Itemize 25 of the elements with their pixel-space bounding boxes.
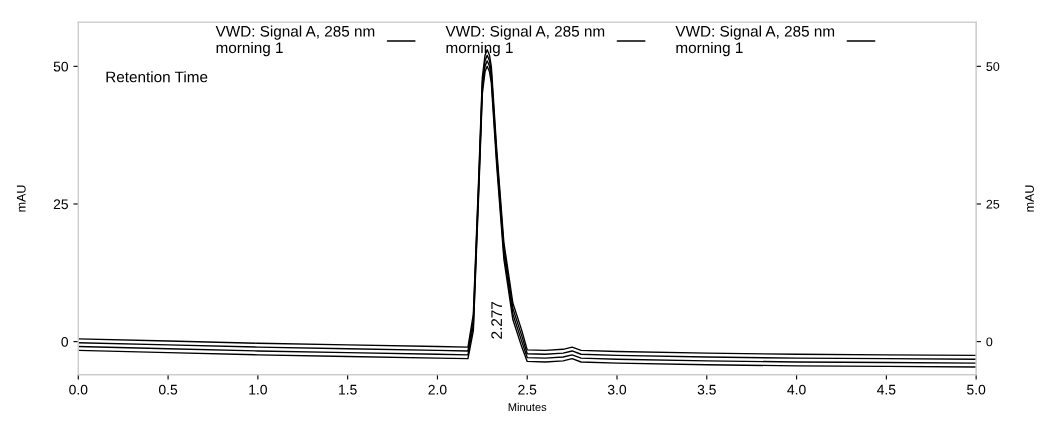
annotation: 2.277 xyxy=(491,301,502,339)
y2-tick-label: 0 xyxy=(986,337,993,347)
x-tick-label: 1.5 xyxy=(339,384,357,395)
y2-tick-label: 25 xyxy=(986,199,1000,209)
x-tick-label: 0.5 xyxy=(158,384,178,395)
legend-label: VWD: Signal A, 285 nm morning 1 xyxy=(675,25,835,57)
y-tick-label: 50 xyxy=(53,61,69,72)
x-tick-label: 3.5 xyxy=(697,384,716,395)
y2-tick-label: 50 xyxy=(986,62,1000,71)
legend-label: VWD: Signal A, 285 nm morning 1 xyxy=(445,25,605,57)
x-tick-label: 4.0 xyxy=(787,384,806,395)
x-tick-label: 1.0 xyxy=(249,384,267,395)
x-tick-label: 5.0 xyxy=(967,384,986,395)
legend-label: VWD: Signal A, 285 nm morning 1 xyxy=(215,25,375,57)
annotation: Retention Time xyxy=(106,71,208,83)
x-axis-title: Minutes xyxy=(508,402,547,412)
x-tick-label: 0.0 xyxy=(69,384,88,395)
x-tick-label: 4.5 xyxy=(877,384,896,395)
x-tick-label: 3.0 xyxy=(607,384,627,395)
y-axis-title: mAU xyxy=(16,185,26,212)
y-tick-label: 0 xyxy=(61,336,69,347)
y2-axis-title: mAU xyxy=(1025,185,1034,212)
x-tick-label: 2.0 xyxy=(428,384,447,395)
y-tick-label: 25 xyxy=(53,199,68,210)
x-tick-label: 2.5 xyxy=(518,384,537,395)
